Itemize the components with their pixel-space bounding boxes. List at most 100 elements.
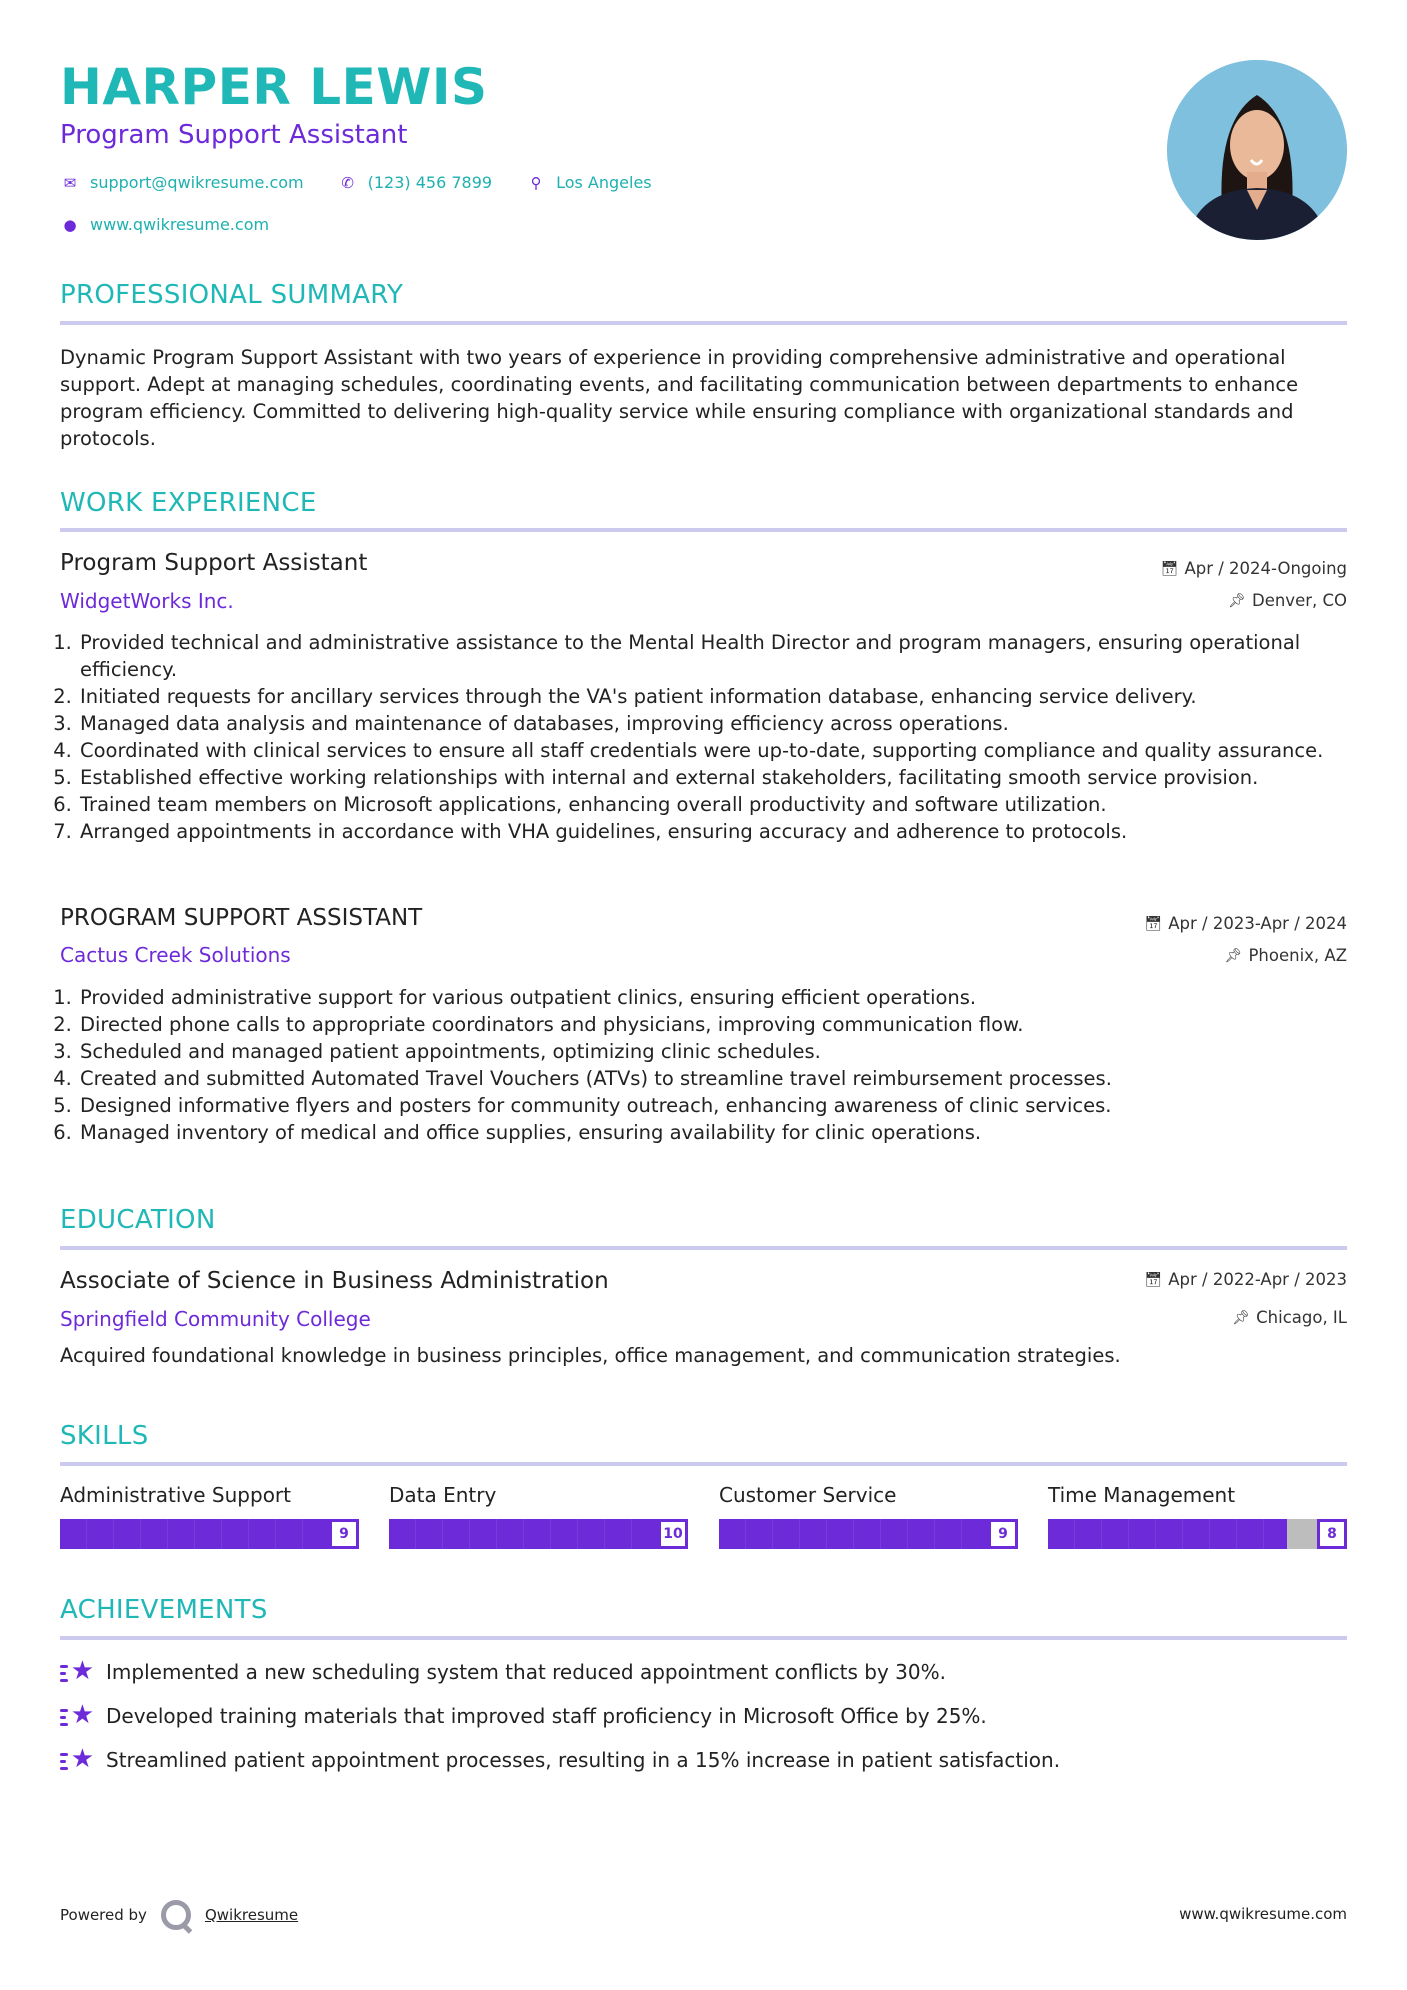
shooting-star-icon: ★ [60, 1700, 94, 1730]
list-item: Scheduled and managed patient appointmen… [78, 1038, 1350, 1065]
list-item: Trained team members on Microsoft applic… [78, 791, 1350, 818]
pushpin-icon: 📌︎ [1228, 592, 1246, 609]
education-heading: EDUCATION [60, 1205, 216, 1235]
location-text: Phoenix, AZ [1248, 946, 1347, 965]
degree-title: Associate of Science in Business Adminis… [60, 1268, 609, 1294]
skill-label: Customer Service [719, 1483, 897, 1507]
skills-heading: SKILLS [60, 1421, 149, 1451]
section-divider [60, 1246, 1347, 1250]
list-item: Directed phone calls to appropriate coor… [78, 1011, 1350, 1038]
qwikresume-logo-icon [160, 1900, 191, 1930]
skill-level-badge: 8 [1317, 1519, 1347, 1549]
pushpin-icon: 📌︎ [1232, 1309, 1251, 1326]
skill-level-badge: 9 [329, 1519, 359, 1549]
calendar-icon: 📅︎ [1144, 915, 1163, 932]
skill-level: 10 [661, 1522, 685, 1546]
email-link[interactable]: support@qwikresume.com [90, 173, 304, 192]
education-dates: 📅︎ Apr / 2022-Apr / 2023 [1144, 1270, 1347, 1289]
phone-text: (123) 456 7899 [367, 173, 493, 192]
qwikresume-link[interactable]: Qwikresume [204, 1906, 299, 1924]
achievement-item: ★ Developed training materials that impr… [60, 1700, 987, 1730]
skill-bar-fill [719, 1519, 989, 1549]
list-item: Coordinated with clinical services to en… [78, 737, 1350, 764]
location-text: Chicago, IL [1256, 1308, 1347, 1327]
job-bullets: Provided administrative support for vari… [60, 984, 1350, 1146]
skill-label: Time Management [1048, 1483, 1236, 1507]
achievement-item: ★ Implemented a new scheduling system th… [60, 1656, 946, 1686]
education-description: Acquired foundational knowledge in busin… [60, 1344, 1121, 1367]
phone-icon: ✆ [341, 173, 354, 192]
job-title: PROGRAM SUPPORT ASSISTANT [60, 905, 423, 931]
list-item: Established effective working relationsh… [78, 764, 1350, 791]
list-item: Managed data analysis and maintenance of… [78, 710, 1350, 737]
pushpin-icon: 📌︎ [1224, 947, 1243, 964]
skill-item: Customer Service 9 [719, 1483, 1018, 1549]
section-divider [60, 1636, 1347, 1640]
education-location: 📌︎ Chicago, IL [1232, 1308, 1347, 1327]
school-name: Springfield Community College [60, 1307, 371, 1331]
skill-bar-fill [60, 1519, 330, 1549]
achievement-text: Developed training materials that improv… [106, 1704, 987, 1728]
profile-photo [1167, 60, 1347, 240]
candidate-title: Program Support Assistant [60, 120, 408, 150]
skill-bar: 9 [60, 1519, 359, 1549]
list-item: Created and submitted Automated Travel V… [78, 1065, 1350, 1092]
job-dates: 📅︎ Apr / 2024-Ongoing [1161, 559, 1347, 578]
candidate-name: HARPER LEWIS [60, 58, 488, 116]
skill-level: 9 [991, 1522, 1015, 1546]
website-link[interactable]: www.qwikresume.com [90, 215, 270, 234]
summary-heading: PROFESSIONAL SUMMARY [60, 280, 404, 310]
calendar-icon: 📅︎ [1160, 560, 1179, 577]
list-item: Arranged appointments in accordance with… [78, 818, 1350, 845]
shooting-star-icon: ★ [60, 1744, 94, 1774]
powered-by-label: Powered by [60, 1906, 147, 1924]
company-name: WidgetWorks Inc. [60, 589, 234, 613]
section-divider [60, 321, 1347, 325]
skill-bar: 10 [389, 1519, 688, 1549]
footer-powered-by: Powered by Qwikresume [60, 1900, 298, 1930]
envelope-icon: ✉ [63, 173, 77, 192]
calendar-icon: 📅︎ [1144, 1271, 1163, 1288]
skill-bar: 8 [1048, 1519, 1347, 1549]
list-item: Managed inventory of medical and office … [78, 1119, 1350, 1146]
skill-item: Administrative Support 9 [60, 1483, 359, 1549]
map-pin-icon: ⚲ [530, 173, 542, 192]
company-name: Cactus Creek Solutions [60, 943, 291, 967]
skill-level-badge: 9 [988, 1519, 1018, 1549]
shooting-star-icon: ★ [60, 1656, 94, 1686]
summary-text: Dynamic Program Support Assistant with t… [60, 346, 1299, 450]
section-divider [60, 1462, 1347, 1466]
job-location: 📌︎ Phoenix, AZ [1225, 946, 1347, 965]
footer-url[interactable]: www.qwikresume.com [1179, 1905, 1347, 1923]
list-item: Provided administrative support for vari… [78, 984, 1350, 1011]
experience-heading: WORK EXPERIENCE [60, 488, 317, 518]
skill-item: Time Management 8 [1048, 1483, 1347, 1549]
skill-bar: 9 [719, 1519, 1018, 1549]
location-text: Los Angeles [556, 173, 652, 192]
location-text: Denver, CO [1251, 591, 1347, 610]
achievement-text: Implemented a new scheduling system that… [106, 1660, 946, 1684]
skill-level-badge: 10 [658, 1519, 688, 1549]
achievement-text: Streamlined patient appointment processe… [106, 1748, 1061, 1772]
contact-row: ✉ support@qwikresume.com ✆ (123) 456 789… [60, 173, 652, 192]
skill-bar-fill [389, 1519, 688, 1549]
list-item: Initiated requests for ancillary service… [78, 683, 1350, 710]
skill-level: 9 [332, 1522, 356, 1546]
dates-text: Apr / 2023-Apr / 2024 [1168, 914, 1347, 933]
list-item: Provided technical and administrative as… [78, 629, 1350, 683]
skill-label: Administrative Support [60, 1483, 291, 1507]
dates-text: Apr / 2024-Ongoing [1184, 559, 1347, 578]
job-bullets: Provided technical and administrative as… [60, 629, 1350, 845]
section-divider [60, 528, 1347, 532]
skill-bar-fill [1048, 1519, 1288, 1549]
website-row: ● www.qwikresume.com [60, 215, 269, 234]
list-item: Designed informative flyers and posters … [78, 1092, 1350, 1119]
job-dates: 📅︎ Apr / 2023-Apr / 2024 [1144, 914, 1347, 933]
achievements-heading: ACHIEVEMENTS [60, 1595, 268, 1625]
dates-text: Apr / 2022-Apr / 2023 [1168, 1270, 1347, 1289]
skill-item: Data Entry 10 [389, 1483, 688, 1549]
job-title: Program Support Assistant [60, 550, 368, 576]
globe-icon: ● [63, 215, 77, 234]
achievement-item: ★ Streamlined patient appointment proces… [60, 1744, 1061, 1774]
skill-label: Data Entry [389, 1483, 497, 1507]
